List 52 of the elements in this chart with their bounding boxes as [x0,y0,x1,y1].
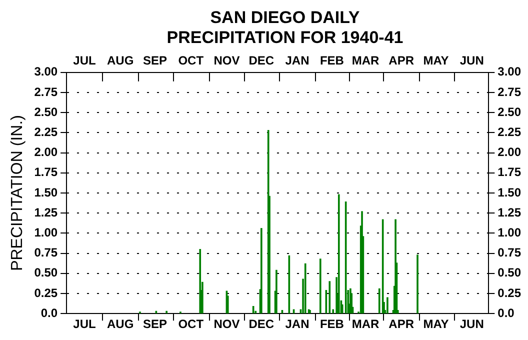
x-tick-label: JUL [73,317,96,332]
x-tick-label: NOV [214,317,240,332]
y-tick-label: 1.50 [34,185,58,200]
category-label: JUL [73,54,96,68]
y-tick-label: 1.00 [34,226,58,240]
y2-tick-label: 2.25 [498,125,522,140]
category-label: JAN [285,54,310,68]
y2-tick-label: 1.25 [498,205,522,220]
y2-tick-label: 0.75 [498,246,522,260]
category-label: MAR [352,54,380,68]
x-tick-label: OCT [178,317,204,332]
category-label: NOV [214,54,240,68]
category-label: DEC [248,54,274,68]
y2-tick-label: 1.00 [498,226,522,240]
y2-tick-label: 2.00 [498,145,522,160]
y-axis-title: PRECIPITATION (IN.) [9,115,26,271]
y2-tick-label: 2.75 [498,84,522,99]
y-tick-label: 2.50 [34,104,58,119]
y2-tick-label: 0.25 [498,286,522,300]
y-tick-label: 2.25 [34,125,58,140]
x-tick-label: SEP [143,317,168,332]
y-tick-label: 3.00 [34,64,58,79]
y-tick-label: 0.25 [34,286,58,300]
y2-tick-label: 0.50 [498,266,522,280]
y-tick-label: 0.75 [34,246,58,260]
x-tick-label: AUG [106,317,134,332]
x-tick-label: FEB [320,317,344,332]
category-label: OCT [178,54,204,68]
x-tick-label: DEC [248,317,274,332]
y-tick-label: 2.75 [34,84,58,99]
y-tick-label: 1.25 [34,205,58,220]
y2-tick-label: 0.0 [498,306,515,320]
x-tick-label: APR [388,317,414,332]
category-label: FEB [320,54,344,68]
y-tick-label: 0.0 [40,306,58,320]
x-tick-label: JUN [460,317,484,332]
y-tick-label: 1.75 [34,165,58,180]
category-label: SEP [143,54,168,68]
chart-title: SAN DIEGO DAILY PRECIPITATION FOR 1940-41 [166,8,404,48]
y2-tick-label: 1.75 [498,165,522,180]
x-tick-label: MAR [352,317,380,332]
category-label: AUG [106,54,134,68]
y-tick-label: 2.00 [34,145,58,160]
x-tick-label: MAY [423,317,449,332]
y-tick-label: 0.50 [34,266,58,280]
category-label: APR [388,54,414,68]
x-tick-label: JAN [285,317,310,332]
y2-tick-label: 2.50 [498,104,522,119]
y2-tick-label: 3.00 [498,64,522,79]
y2-tick-label: 1.50 [498,185,522,200]
category-label: MAY [423,54,449,68]
category-label: JUN [460,54,484,68]
